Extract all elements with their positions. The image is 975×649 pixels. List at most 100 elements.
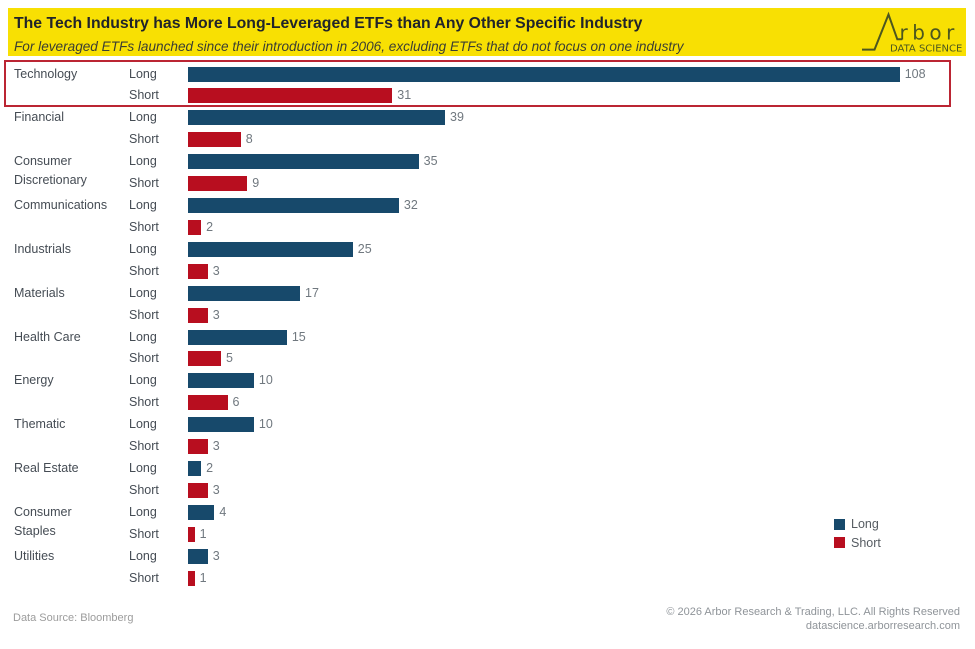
series-label-short: Short [129, 439, 159, 454]
footer-right: © 2026 Arbor Research & Trading, LLC. Al… [666, 605, 960, 634]
bar-short-health-care[interactable] [188, 351, 221, 367]
category-label: Utilities [14, 548, 55, 563]
value-label: 1 [199, 570, 207, 585]
series-label-short: Short [129, 263, 159, 278]
series-label-long: Long [129, 373, 157, 388]
value-label: 4 [219, 504, 227, 519]
category-label: Financial [14, 110, 65, 125]
legend-item-long[interactable]: Long [834, 515, 881, 534]
bar-long-industrials[interactable] [188, 241, 353, 257]
series-label-long: Long [129, 66, 157, 81]
logo-tagline-text: DATA SCIENCE [890, 44, 962, 55]
logo-brand-text: rbor [900, 21, 959, 45]
category-label: Consumer Discretionary [14, 154, 87, 188]
chart-subtitle: For leveraged ETFs launched since their … [14, 39, 684, 54]
series-label-long: Long [129, 329, 157, 344]
value-label: 108 [904, 66, 926, 81]
category-label: Health Care [14, 329, 81, 344]
bar-short-utilities[interactable] [188, 570, 195, 586]
bar-long-utilities[interactable] [188, 548, 208, 564]
bar-long-financial[interactable] [188, 110, 445, 126]
value-label: 2 [206, 219, 214, 234]
category-label: Consumer Staples [14, 504, 72, 538]
bar-short-consumer-discretionary[interactable] [188, 176, 248, 192]
category-label: Energy [14, 373, 54, 388]
series-label-long: Long [129, 285, 157, 300]
value-label: 8 [245, 132, 253, 147]
legend-label: Short [851, 535, 881, 550]
bar-long-communications[interactable] [188, 198, 399, 214]
logo-peak-icon [862, 11, 903, 51]
category-label: Materials [14, 285, 65, 300]
bar-short-consumer-staples[interactable] [188, 526, 195, 542]
bar-short-materials[interactable] [188, 307, 208, 323]
legend-item-short[interactable]: Short [834, 534, 881, 553]
value-label: 25 [357, 241, 372, 256]
bar-short-thematic[interactable] [188, 439, 208, 455]
category-label: Real Estate [14, 461, 79, 476]
copyright: © 2026 Arbor Research & Trading, LLC. Al… [666, 605, 960, 618]
value-label: 3 [212, 263, 220, 278]
bar-long-real-estate[interactable] [188, 461, 202, 477]
bar-long-consumer-staples[interactable] [188, 504, 215, 520]
series-label-short: Short [129, 351, 159, 366]
value-label: 10 [258, 417, 273, 432]
bar-short-real-estate[interactable] [188, 482, 208, 498]
series-label-long: Long [129, 548, 157, 563]
series-label-short: Short [129, 570, 159, 585]
bar-long-health-care[interactable] [188, 329, 287, 345]
value-label: 6 [232, 395, 240, 410]
bar-long-materials[interactable] [188, 285, 301, 301]
bar-long-consumer-discretionary[interactable] [188, 154, 419, 170]
series-label-long: Long [129, 198, 157, 213]
category-label: Technology [14, 66, 78, 81]
value-label: 15 [291, 329, 306, 344]
series-label-short: Short [129, 88, 159, 103]
legend-label: Long [851, 517, 879, 532]
bar-short-technology[interactable] [188, 88, 393, 104]
value-label: 5 [225, 351, 233, 366]
series-label-short: Short [129, 526, 159, 541]
value-label: 10 [258, 373, 273, 388]
bar-long-energy[interactable] [188, 373, 254, 389]
bar-short-industrials[interactable] [188, 263, 208, 279]
value-label: 2 [206, 461, 214, 476]
category-label: Thematic [14, 417, 66, 432]
series-label-long: Long [129, 461, 157, 476]
series-label-short: Short [129, 219, 159, 234]
value-label: 39 [450, 110, 464, 125]
value-label: 9 [252, 176, 260, 191]
value-label: 3 [212, 482, 220, 497]
bar-long-technology[interactable] [188, 66, 900, 82]
category-label: Communications [14, 198, 108, 213]
series-label-short: Short [129, 307, 159, 322]
bar-long-thematic[interactable] [188, 417, 254, 433]
series-label-long: Long [129, 241, 157, 256]
value-label: 3 [212, 439, 220, 454]
series-label-long: Long [129, 154, 157, 169]
value-label: 32 [403, 198, 418, 213]
series-label-short: Short [129, 482, 159, 497]
value-label: 1 [199, 526, 207, 541]
series-label-long: Long [129, 417, 157, 432]
legend-swatch-long [834, 518, 845, 530]
bar-short-communications[interactable] [188, 219, 202, 235]
value-label: 35 [423, 154, 438, 169]
value-label: 17 [305, 285, 319, 300]
series-label-short: Short [129, 176, 159, 191]
series-label-short: Short [129, 132, 159, 147]
series-label-long: Long [129, 504, 157, 519]
website-link[interactable]: datascience.arborresearch.com [805, 620, 960, 632]
series-label-short: Short [129, 395, 159, 410]
bar-short-energy[interactable] [188, 395, 228, 411]
legend: Long Short [834, 515, 881, 552]
data-source: Data Source: Bloomberg [13, 612, 134, 624]
series-label-long: Long [129, 110, 157, 125]
chart-header: The Tech Industry has More Long-Leverage… [8, 8, 966, 56]
value-label: 3 [212, 548, 220, 563]
bar-short-financial[interactable] [188, 132, 241, 148]
legend-swatch-short [834, 537, 845, 549]
chart-title: The Tech Industry has More Long-Leverage… [14, 15, 643, 32]
